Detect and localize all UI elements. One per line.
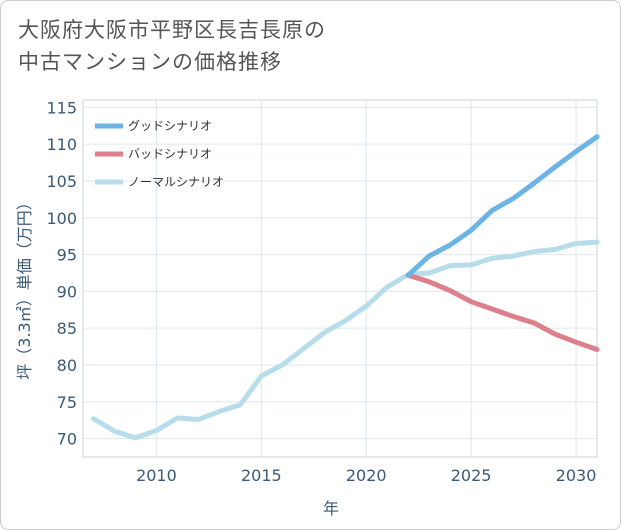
y-tick-label: 100 — [46, 209, 77, 228]
series-line-0 — [405, 134, 600, 278]
series-line-2 — [91, 239, 600, 441]
x-tick-label: 2030 — [556, 466, 597, 485]
series-lines — [91, 134, 600, 441]
x-tick-label: 2025 — [451, 466, 492, 485]
legend-label: バッドシナリオ — [128, 147, 212, 161]
x-tick-label: 2020 — [346, 466, 387, 485]
y-tick-label: 75 — [57, 393, 77, 412]
y-tick-label: 90 — [57, 282, 77, 301]
x-axis-label: 年 — [323, 499, 339, 518]
y-tick-label: 80 — [57, 356, 77, 375]
y-axis-label: 坪（3.3㎡）単価（万円） — [15, 194, 34, 379]
y-tick-label: 85 — [57, 319, 77, 338]
legend-label: ノーマルシナリオ — [128, 175, 224, 189]
y-tick-label: 70 — [57, 430, 77, 449]
chart-title: 大阪府大阪市平野区長吉長原の 中古マンションの価格推移 — [18, 18, 326, 74]
x-tick-label: 2015 — [241, 466, 282, 485]
y-tick-label: 110 — [46, 135, 77, 154]
axis-ticks: 70 75 80 85 90 95 100 105 110 115 2010 2015 2020 2025… — [46, 98, 596, 485]
x-tick-label: 2010 — [136, 466, 177, 485]
series-line-1 — [405, 272, 600, 352]
y-tick-label: 115 — [46, 98, 77, 117]
legend-label: グッドシナリオ — [128, 119, 212, 133]
plot-frame — [82, 99, 598, 458]
y-tick-label: 105 — [46, 172, 77, 191]
y-tick-label: 95 — [57, 246, 77, 265]
